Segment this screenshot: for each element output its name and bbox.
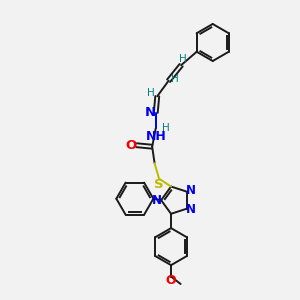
Text: N: N: [186, 184, 196, 197]
Text: O: O: [126, 139, 137, 152]
Text: H: H: [179, 54, 187, 64]
Text: N: N: [152, 194, 162, 207]
Text: H: H: [147, 88, 155, 98]
Text: H: H: [162, 123, 170, 133]
Text: H: H: [171, 74, 179, 84]
Text: N: N: [186, 203, 196, 216]
Text: O: O: [166, 274, 176, 287]
Text: NH: NH: [146, 130, 166, 143]
Text: N: N: [145, 106, 156, 119]
Text: S: S: [154, 178, 164, 190]
